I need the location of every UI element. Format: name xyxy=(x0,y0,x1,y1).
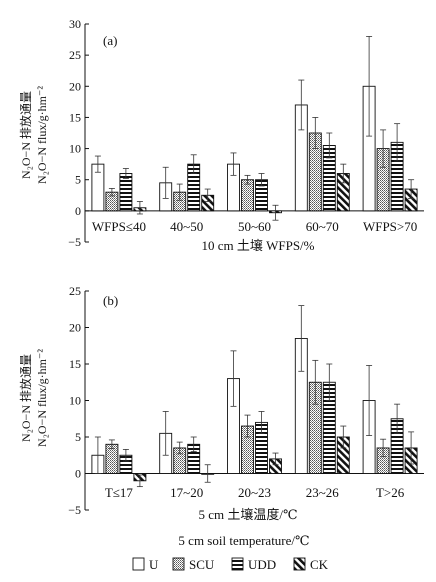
legend-label-udd: UDD xyxy=(248,557,276,572)
legend: U SCU UDD CK xyxy=(132,557,329,572)
y-tick-label: 5 xyxy=(75,430,81,444)
x-tick-label: 20~23 xyxy=(238,485,271,500)
legend-label-ck: CK xyxy=(310,557,329,572)
legend-swatch-udd xyxy=(231,557,244,571)
legend-label-u: U xyxy=(149,557,159,572)
x-tick-label: 60~70 xyxy=(306,219,339,234)
y-tick-label: 25 xyxy=(69,48,81,62)
panel-a-plot-area: −5 0 5 10 15 20 25 30 WFPS≤40 40~50 50~60 60~70 WFPS… xyxy=(68,17,424,249)
panel-b-label: (b) xyxy=(103,293,118,308)
x-tick-label: 17~20 xyxy=(170,485,203,500)
x-tick-label: 23~26 xyxy=(306,485,340,500)
y-tick-label: 10 xyxy=(69,142,81,156)
y-tick-label: 0 xyxy=(75,204,81,218)
panel-b-ylabel-line1: N₂O−N 排放通量 xyxy=(18,354,33,442)
y-tick-label: −5 xyxy=(68,235,81,249)
x-tick-label: T≤17 xyxy=(105,485,134,500)
panel-a-ylabel-line2: N₂O−N flux/g·hm⁻² xyxy=(35,86,49,184)
legend-swatch-scu xyxy=(172,557,185,571)
y-tick-label: 20 xyxy=(69,79,81,93)
x-tick-label: 50~60 xyxy=(238,219,271,234)
panel-b: N₂O−N 排放通量 N₂O−N flux/g·hm⁻² −5 0 5 10 15 20 2… xyxy=(18,284,424,548)
panel-b-ylabel: N₂O−N 排放通量 N₂O−N flux/g·hm⁻² xyxy=(18,349,49,447)
panel-b-plot-area: −5 0 5 10 15 20 25 T≤17 17~20 20~23 23~26 T>26 xyxy=(68,284,424,517)
y-tick-label: 20 xyxy=(69,321,81,335)
panel-b-ylabel-line2: N₂O−N flux/g·hm⁻² xyxy=(35,349,49,447)
panel-b-xlabel-english: 5 cm soil temperature/℃ xyxy=(178,533,309,548)
x-tick-label: WFPS≤40 xyxy=(92,219,146,234)
y-tick-label: 10 xyxy=(69,394,81,408)
panel-a-ylabel: N₂O−N 排放通量 N₂O−N flux/g·hm⁻² xyxy=(18,86,49,184)
x-tick-label: 40~50 xyxy=(170,219,203,234)
x-tick-label: T>26 xyxy=(376,485,405,500)
bar-udd-0 xyxy=(119,173,133,212)
panel-b-xlabel: 5 cm 土壤温度/℃ xyxy=(198,507,297,522)
legend-swatch-u xyxy=(132,557,145,571)
x-tick-label: WFPS>70 xyxy=(363,219,417,234)
y-tick-label: 15 xyxy=(69,110,81,124)
panel-a-ylabel-line1: N₂O−N 排放通量 xyxy=(18,91,33,179)
panel-a-label: (a) xyxy=(103,33,117,48)
y-tick-label: 15 xyxy=(69,357,81,371)
y-tick-label: 25 xyxy=(69,284,81,298)
y-tick-label: −5 xyxy=(68,503,81,517)
y-tick-label: 5 xyxy=(75,173,81,187)
legend-swatch-ck xyxy=(293,557,306,571)
panel-a: N₂O−N 排放通量 N₂O−N flux/g·hm⁻² −5 0 5 10 15 20 2… xyxy=(18,17,424,253)
y-tick-label: 0 xyxy=(75,467,81,481)
panel-a-xlabel: 10 cm 土壤 WFPS/% xyxy=(201,238,314,253)
legend-label-scu: SCU xyxy=(189,557,215,572)
y-tick-label: 30 xyxy=(69,17,81,31)
